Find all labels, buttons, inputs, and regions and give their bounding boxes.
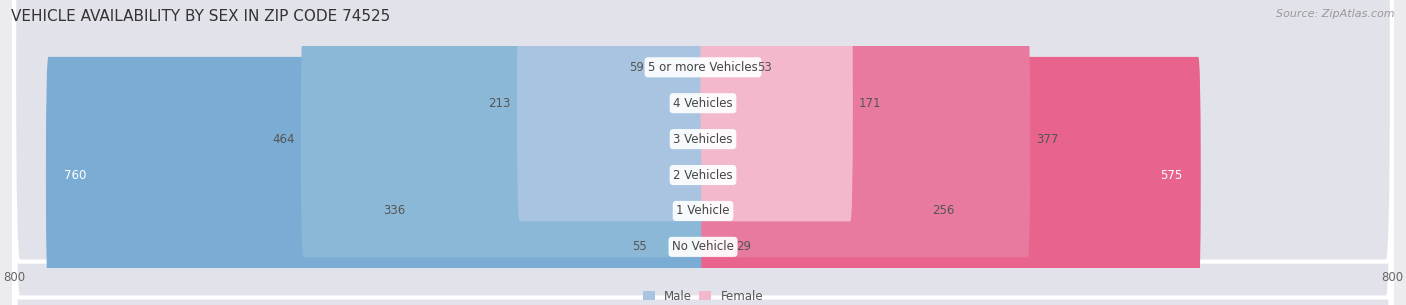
Text: 53: 53 bbox=[758, 61, 772, 74]
Text: 760: 760 bbox=[65, 169, 86, 181]
FancyBboxPatch shape bbox=[301, 21, 706, 257]
FancyBboxPatch shape bbox=[700, 0, 853, 221]
Legend: Male, Female: Male, Female bbox=[643, 289, 763, 303]
FancyBboxPatch shape bbox=[411, 93, 706, 305]
FancyBboxPatch shape bbox=[517, 0, 706, 221]
Text: 575: 575 bbox=[1160, 169, 1182, 181]
FancyBboxPatch shape bbox=[14, 0, 1392, 305]
Text: 4 Vehicles: 4 Vehicles bbox=[673, 97, 733, 110]
FancyBboxPatch shape bbox=[14, 0, 1392, 262]
FancyBboxPatch shape bbox=[650, 0, 706, 185]
Text: 3 Vehicles: 3 Vehicles bbox=[673, 133, 733, 145]
FancyBboxPatch shape bbox=[14, 0, 1392, 305]
Text: 256: 256 bbox=[932, 204, 955, 217]
FancyBboxPatch shape bbox=[652, 129, 706, 305]
Text: Source: ZipAtlas.com: Source: ZipAtlas.com bbox=[1277, 9, 1395, 19]
FancyBboxPatch shape bbox=[700, 129, 731, 305]
Text: 213: 213 bbox=[488, 97, 510, 110]
Text: 171: 171 bbox=[859, 97, 882, 110]
Text: 377: 377 bbox=[1036, 133, 1059, 145]
FancyBboxPatch shape bbox=[700, 57, 1201, 293]
FancyBboxPatch shape bbox=[700, 21, 1031, 257]
Text: 336: 336 bbox=[382, 204, 405, 217]
FancyBboxPatch shape bbox=[46, 57, 706, 293]
Text: 1 Vehicle: 1 Vehicle bbox=[676, 204, 730, 217]
FancyBboxPatch shape bbox=[14, 52, 1392, 305]
FancyBboxPatch shape bbox=[700, 93, 927, 305]
Text: No Vehicle: No Vehicle bbox=[672, 240, 734, 253]
Text: 59: 59 bbox=[628, 61, 644, 74]
FancyBboxPatch shape bbox=[14, 17, 1392, 305]
FancyBboxPatch shape bbox=[700, 0, 751, 185]
Text: 2 Vehicles: 2 Vehicles bbox=[673, 169, 733, 181]
Text: 55: 55 bbox=[633, 240, 647, 253]
FancyBboxPatch shape bbox=[14, 0, 1392, 297]
Text: VEHICLE AVAILABILITY BY SEX IN ZIP CODE 74525: VEHICLE AVAILABILITY BY SEX IN ZIP CODE … bbox=[11, 9, 391, 24]
Text: 29: 29 bbox=[737, 240, 752, 253]
Text: 5 or more Vehicles: 5 or more Vehicles bbox=[648, 61, 758, 74]
Text: 464: 464 bbox=[273, 133, 295, 145]
